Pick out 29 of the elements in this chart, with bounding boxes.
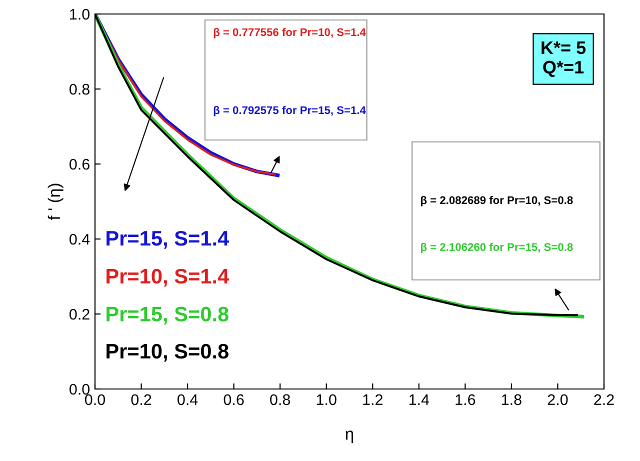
y-axis-title: f ' (η) (48, 184, 64, 220)
x-tick-label: 2.0 (548, 394, 568, 406)
x-axis-title: η (346, 430, 354, 444)
x-tick-label: 1.0 (316, 394, 336, 406)
text: Pr=15, S=1.4 (106, 230, 230, 249)
text: Pr=10, S=0.8 (106, 344, 228, 362)
text: Pr=10, S=1.4 (106, 268, 230, 287)
y-tick-label: 1.0 (70, 8, 90, 20)
x-tick-label: 1.4 (409, 394, 430, 405)
annotation: β = 2.082689 for Pr=10, S=0.8 (421, 196, 573, 206)
x-tick-label: 0.0 (84, 394, 106, 406)
x-tick-label: 0.8 (270, 394, 290, 406)
annotation: β = 2.106260 for Pr=15, S=0.8 (421, 242, 573, 254)
x-tick-label: 0.4 (178, 394, 198, 406)
y-tick-label: 0.4 (70, 234, 90, 245)
y-tick-label: 0.0 (70, 384, 90, 395)
x-tick-label: 0.6 (224, 394, 244, 406)
x-tick-label: 2.2 (594, 394, 614, 405)
y-tick-label: 0.8 (70, 84, 90, 95)
x-tick-label: 1.2 (363, 394, 382, 405)
annotation: β = 0.792575 for Pr=15, S=1.4 (214, 106, 366, 116)
y-tick-label: 0.2 (70, 308, 90, 320)
x-tick-label: 0.2 (131, 394, 152, 406)
y-tick-label: 0.6 (70, 158, 90, 170)
x-tick-label: 1.6 (456, 394, 476, 406)
text: Pr=15, S=0.8 (106, 306, 228, 324)
annotation: β = 0.777556 for Pr=10, S=1.4 (214, 28, 366, 38)
x-tick-label: 1.8 (502, 394, 522, 406)
annotation: K*= 5 Q*=1 (542, 42, 586, 77)
